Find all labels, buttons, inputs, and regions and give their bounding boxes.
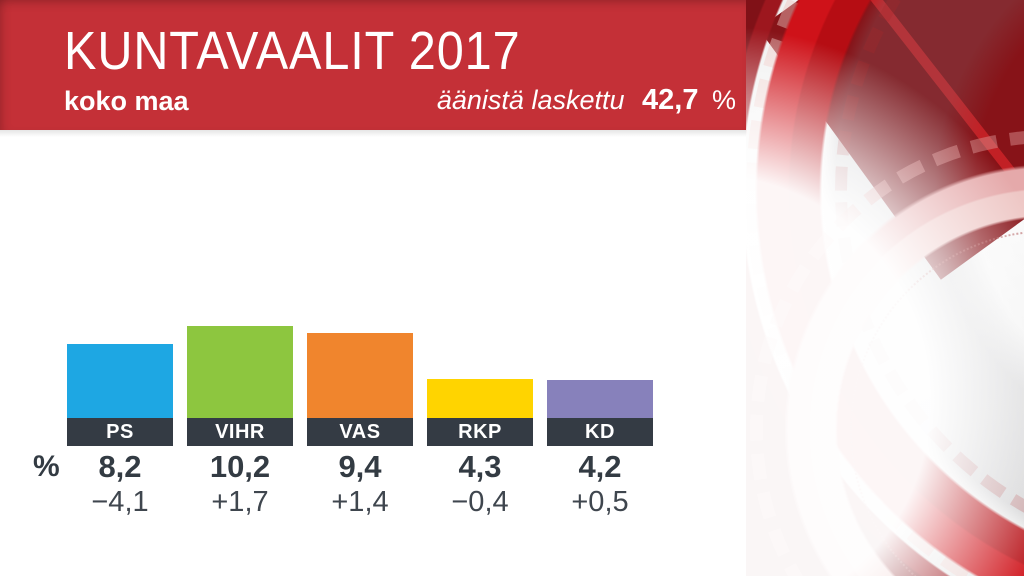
bar-column: VAS 9,4 +1,4: [307, 326, 413, 517]
votes-counted-value: 42,7: [642, 84, 699, 116]
party-label: VAS: [339, 420, 381, 443]
party-label-strip: VAS: [307, 418, 413, 446]
change-label: +0,5: [571, 486, 629, 518]
bar-track: [427, 326, 533, 418]
header-shadow: [0, 130, 746, 137]
bar: [187, 326, 293, 418]
party-label: PS: [106, 420, 134, 443]
party-label-strip: PS: [67, 418, 173, 446]
region-label: koko maa: [64, 86, 189, 116]
bar: [547, 380, 653, 418]
value-label: 4,2: [578, 449, 622, 484]
value-label: 4,3: [458, 449, 502, 484]
page-title: KUNTAVAALIT 2017: [64, 21, 521, 81]
bars-row: PS 8,2 −4,1 VIHR 10,2 +1,7 VAS 9,4 +1,4 RKP 4,3 −0,…: [67, 326, 653, 517]
change-label: +1,4: [331, 486, 389, 518]
bar-column: PS 8,2 −4,1: [67, 326, 173, 517]
bar: [427, 379, 533, 418]
bar-column: RKP 4,3 −0,4: [427, 326, 533, 517]
party-label-strip: VIHR: [187, 418, 293, 446]
decor-swirl-panel: [746, 0, 1024, 576]
change-label: +1,7: [211, 486, 269, 518]
value-label: 8,2: [98, 449, 142, 484]
bar-column: VIHR 10,2 +1,7: [187, 326, 293, 517]
header: KUNTAVAALIT 2017 koko maa äänistä lasket…: [0, 0, 746, 130]
bar-track: [187, 326, 293, 418]
bar: [67, 344, 173, 418]
bar-track: [67, 326, 173, 418]
bar-column: KD 4,2 +0,5: [547, 326, 653, 517]
percent-axis-label: %: [33, 450, 60, 483]
change-label: −0,4: [451, 486, 509, 518]
party-label: KD: [585, 420, 615, 443]
votes-counted: äänistä laskettu 42,7 %: [437, 84, 736, 117]
bar-chart: PS 8,2 −4,1 VIHR 10,2 +1,7 VAS 9,4 +1,4 RKP 4,3 −0,…: [67, 326, 653, 517]
party-label-strip: RKP: [427, 418, 533, 446]
votes-counted-label: äänistä laskettu: [436, 85, 625, 115]
change-label: −4,1: [91, 486, 149, 518]
value-label: 9,4: [338, 449, 382, 484]
party-label: RKP: [458, 420, 502, 443]
party-label-strip: KD: [547, 418, 653, 446]
bar-track: [547, 326, 653, 418]
decor-white-fade: [746, 0, 1024, 576]
value-label: 10,2: [209, 449, 271, 484]
bar: [307, 333, 413, 418]
votes-counted-unit: %: [711, 85, 736, 115]
party-label: VIHR: [215, 420, 265, 443]
bar-track: [307, 326, 413, 418]
